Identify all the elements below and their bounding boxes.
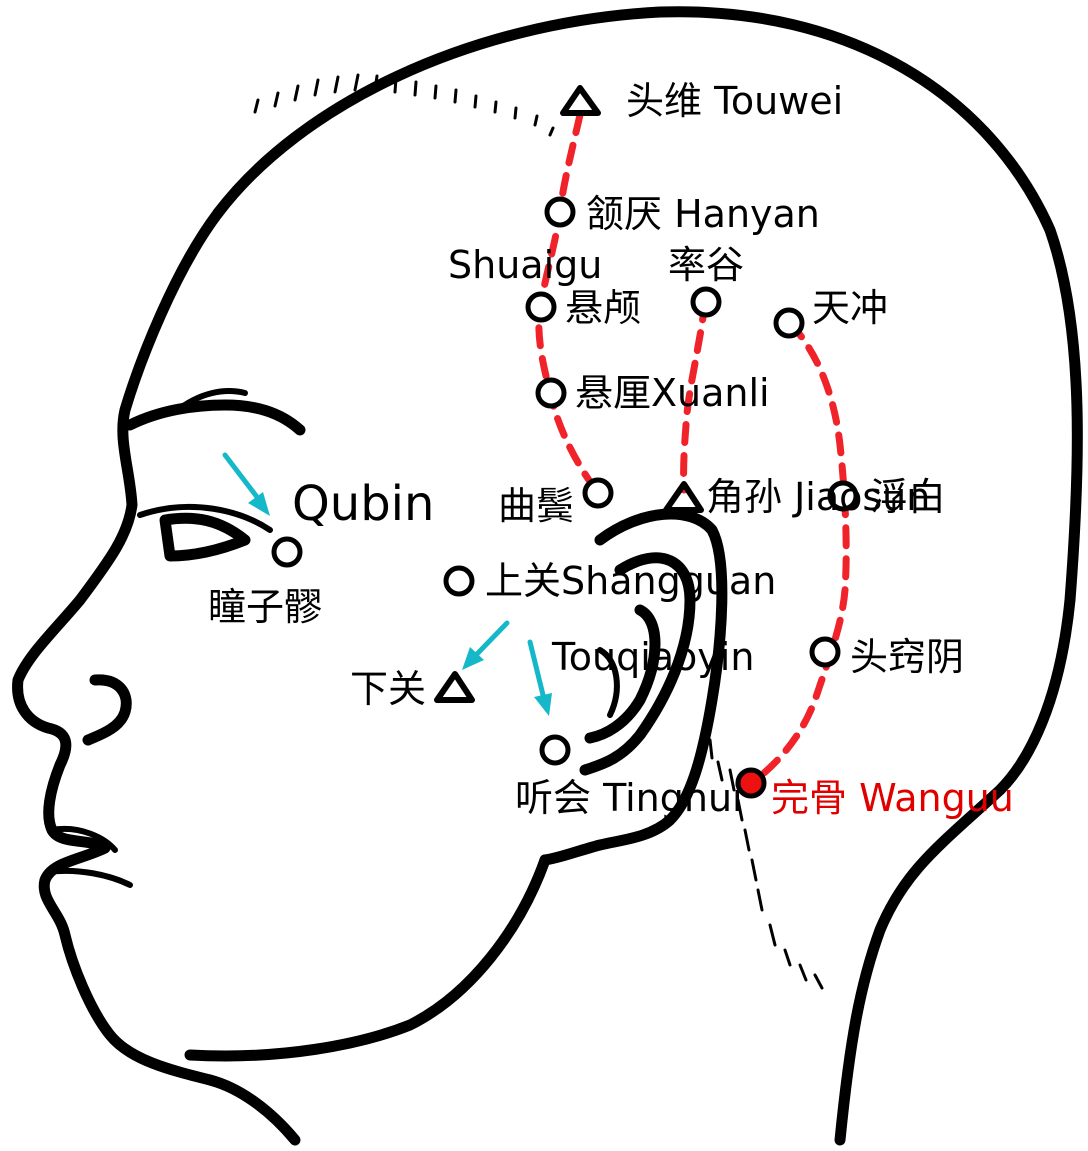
hanyan-label: 颔厌 Hanyan <box>586 192 820 236</box>
face-profile <box>12 207 301 1146</box>
indicator-arrows <box>222 452 552 716</box>
wangu-point-marker <box>735 767 767 799</box>
qubin-label-en: Qubin <box>292 476 434 532</box>
eyebrow-upper <box>172 388 248 415</box>
touwei-point-marker <box>560 85 601 116</box>
wangu-label: 完骨 Wanguu <box>771 776 1014 820</box>
eyebrow <box>124 399 306 436</box>
jiaosun-point-marker <box>663 481 704 513</box>
xuanlu-label: 悬颅 <box>565 286 641 330</box>
hanyan-point-marker <box>544 196 576 228</box>
nose-wing <box>82 674 132 746</box>
xuanlu-point-marker <box>525 291 557 323</box>
xuanli-point-marker <box>535 377 567 409</box>
tinghui-label: 听会 Tinghui <box>515 776 743 820</box>
eye <box>159 512 251 562</box>
touqiaoyin-label-en: Touqiaoyin <box>551 635 754 679</box>
shuaigu-point-marker <box>690 286 722 318</box>
tianchong-label: 天冲 <box>812 286 888 330</box>
ear <box>539 508 728 866</box>
fubai-label: 浮白 <box>870 475 946 519</box>
qubin-label-zh: 曲鬓 <box>498 484 574 528</box>
ear-outer <box>539 508 728 866</box>
qubin-point-marker <box>582 477 614 509</box>
ear-helix <box>579 552 696 776</box>
shangguan-point-marker <box>443 565 475 597</box>
arrow-xiaguan <box>462 620 510 670</box>
tongziliao-point-marker <box>271 536 303 568</box>
skull-outline <box>212 6 1083 1146</box>
ear-antihelix <box>584 604 661 744</box>
eyelid <box>137 503 273 533</box>
tongziliao-label: 瞳子髎 <box>208 585 322 629</box>
xiaguan-label: 下关 <box>350 667 426 711</box>
acupoint-labels: 头维 Touwei 颔厌 Hanyan Shuaigu 率谷 悬颅 天冲 悬厘X… <box>208 79 1014 820</box>
head-outline <box>12 6 1083 1146</box>
arrow-tinghui <box>527 639 552 716</box>
shuaigu-label-en: Shuaigu <box>448 243 602 287</box>
touqiaoyin-label-zh: 头窍阴 <box>850 635 964 679</box>
jaw-line <box>184 854 551 1062</box>
lips <box>45 825 133 888</box>
xiaguan-point-marker <box>434 671 475 703</box>
touwei-label: 头维 Touwei <box>626 79 843 123</box>
acupoints <box>271 85 859 799</box>
ear-tragus <box>597 647 620 718</box>
touqiaoyin-point-marker <box>809 636 841 668</box>
arrow-qubin <box>222 452 270 516</box>
meridian-segment-back <box>748 319 850 787</box>
tinghui-point-marker <box>539 734 571 766</box>
meridian-segment-middle <box>680 298 709 494</box>
tianchong-point-marker <box>773 307 805 339</box>
jiaosun-label: 角孙 Jiaosun <box>706 475 930 519</box>
hairline <box>253 73 824 990</box>
shangguan-label: 上关Shangguan <box>485 559 776 603</box>
xuanli-label: 悬厘Xuanli <box>575 371 770 415</box>
fubai-point-marker <box>827 480 859 512</box>
shuaigu-label-zh: 率谷 <box>668 243 744 287</box>
